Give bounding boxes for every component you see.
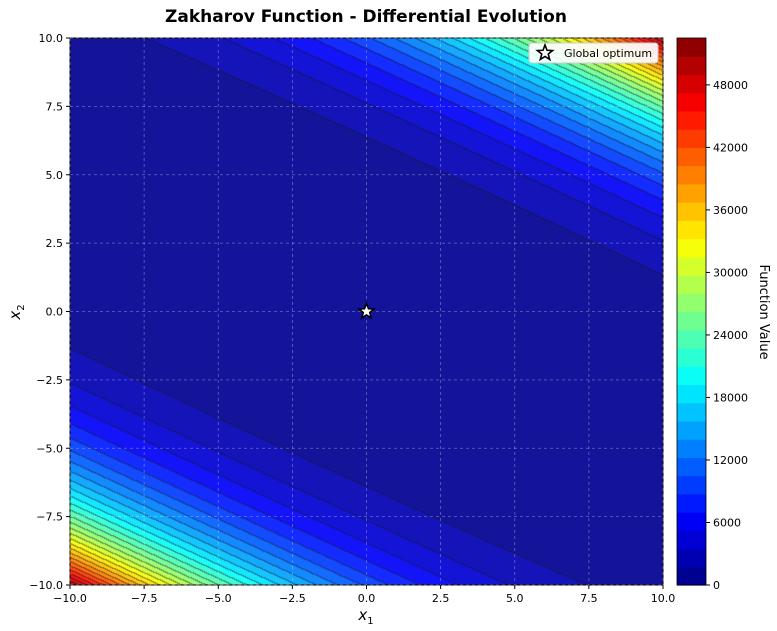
colorbar-segment — [677, 566, 706, 586]
colorbar-tick-label: 12000 — [713, 454, 748, 467]
colorbar-tick-label: 36000 — [713, 204, 748, 217]
markers — [356, 301, 377, 320]
chart-title: Zakharov Function - Differential Evoluti… — [165, 7, 567, 27]
colorbar-frame — [676, 37, 707, 586]
x-tick-label: −5.0 — [205, 592, 232, 605]
x-tick-label: −7.5 — [131, 592, 158, 605]
grid — [69, 37, 664, 586]
y-axis-label-main: x — [6, 311, 24, 321]
y-tick-label: −2.5 — [36, 374, 63, 387]
x-tick-label: 2.5 — [432, 592, 450, 605]
y-axis: −10.0 −7.5 −5.0 −2.5 0.0 2.5 5.0 7.5 10.0 — [29, 32, 70, 592]
colorbar-segment — [677, 256, 706, 276]
colorbar-tick-label: 30000 — [713, 266, 748, 279]
colorbar-tick-label: 18000 — [713, 391, 748, 404]
y-tick-label: 2.5 — [46, 237, 64, 250]
x-tick-label: −2.5 — [279, 592, 306, 605]
colorbar-segment — [677, 147, 706, 167]
colorbar-tick-label: 42000 — [713, 141, 748, 154]
colorbar-segment — [677, 183, 706, 203]
colorbar-segment — [677, 329, 706, 349]
colorbar-segment — [677, 530, 706, 550]
colorbar-segment — [677, 165, 706, 185]
legend-box — [528, 42, 659, 64]
colorbar-segment — [677, 475, 706, 495]
y-tick-label: −10.0 — [29, 579, 63, 592]
x-axis-label: x1 — [357, 606, 373, 627]
x-axis-label-sub: 1 — [367, 616, 373, 627]
colorbar-segment — [677, 457, 706, 477]
colorbar-segment — [677, 311, 706, 331]
colorbar-tick-label: 0 — [713, 579, 720, 592]
x-tick-label: 5.0 — [506, 592, 524, 605]
colorbar-segment — [677, 493, 706, 513]
colorbar-segment — [677, 238, 706, 258]
colorbar-tick-label: 6000 — [713, 516, 741, 529]
y-tick-label: 5.0 — [46, 169, 64, 182]
colorbar-segment — [677, 129, 706, 148]
colorbar-segment — [677, 92, 706, 112]
x-tick-label: 10.0 — [651, 592, 676, 605]
colorbar-segment — [677, 439, 706, 458]
legend-star-icon — [535, 42, 555, 62]
colorbar-segment — [677, 548, 706, 568]
legend-entry-label: Global optimum — [564, 47, 652, 60]
colorbar-segment — [677, 220, 706, 240]
colorbar-segment — [677, 420, 706, 440]
colorbar-segment — [677, 110, 706, 130]
x-axis: −10.0 −7.5 −5.0 −2.5 0.0 2.5 5.0 7.5 10.0 — [53, 585, 675, 605]
y-tick-label: 7.5 — [46, 100, 64, 113]
y-tick-label: 0.0 — [46, 306, 64, 319]
global-optimum-marker — [356, 301, 377, 320]
colorbar-segment — [677, 275, 706, 294]
colorbar-segment — [677, 202, 706, 221]
colorbar-segment — [677, 56, 706, 76]
y-tick-label: −5.0 — [36, 442, 63, 455]
legend: Global optimum — [528, 42, 659, 64]
colorbar-segment — [677, 74, 706, 94]
x-tick-label: 7.5 — [580, 592, 598, 605]
y-axis-label-sub: 2 — [16, 304, 27, 310]
colorbar-segment — [677, 384, 706, 404]
colorbar-tick-label: 48000 — [713, 79, 748, 92]
colorbar-segment — [677, 366, 706, 386]
colorbar: 0 6000 12000 18000 24000 30000 36000 42000 48000 — [676, 37, 748, 592]
y-axis-label: x2 — [6, 304, 27, 320]
x-tick-label: −10.0 — [53, 592, 87, 605]
colorbar-segment — [677, 347, 706, 367]
x-tick-label: 0.0 — [358, 592, 376, 605]
colorbar-segment — [677, 38, 706, 57]
colorbar-segment — [677, 293, 706, 313]
colorbar-segment — [677, 512, 706, 531]
y-tick-label: −7.5 — [36, 511, 63, 524]
y-tick-label: 10.0 — [39, 32, 64, 45]
colorbar-label: Function Value — [756, 264, 771, 359]
x-axis-label-main: x — [357, 606, 367, 624]
colorbar-tick-label: 24000 — [713, 329, 748, 342]
colorbar-segment — [677, 402, 706, 422]
